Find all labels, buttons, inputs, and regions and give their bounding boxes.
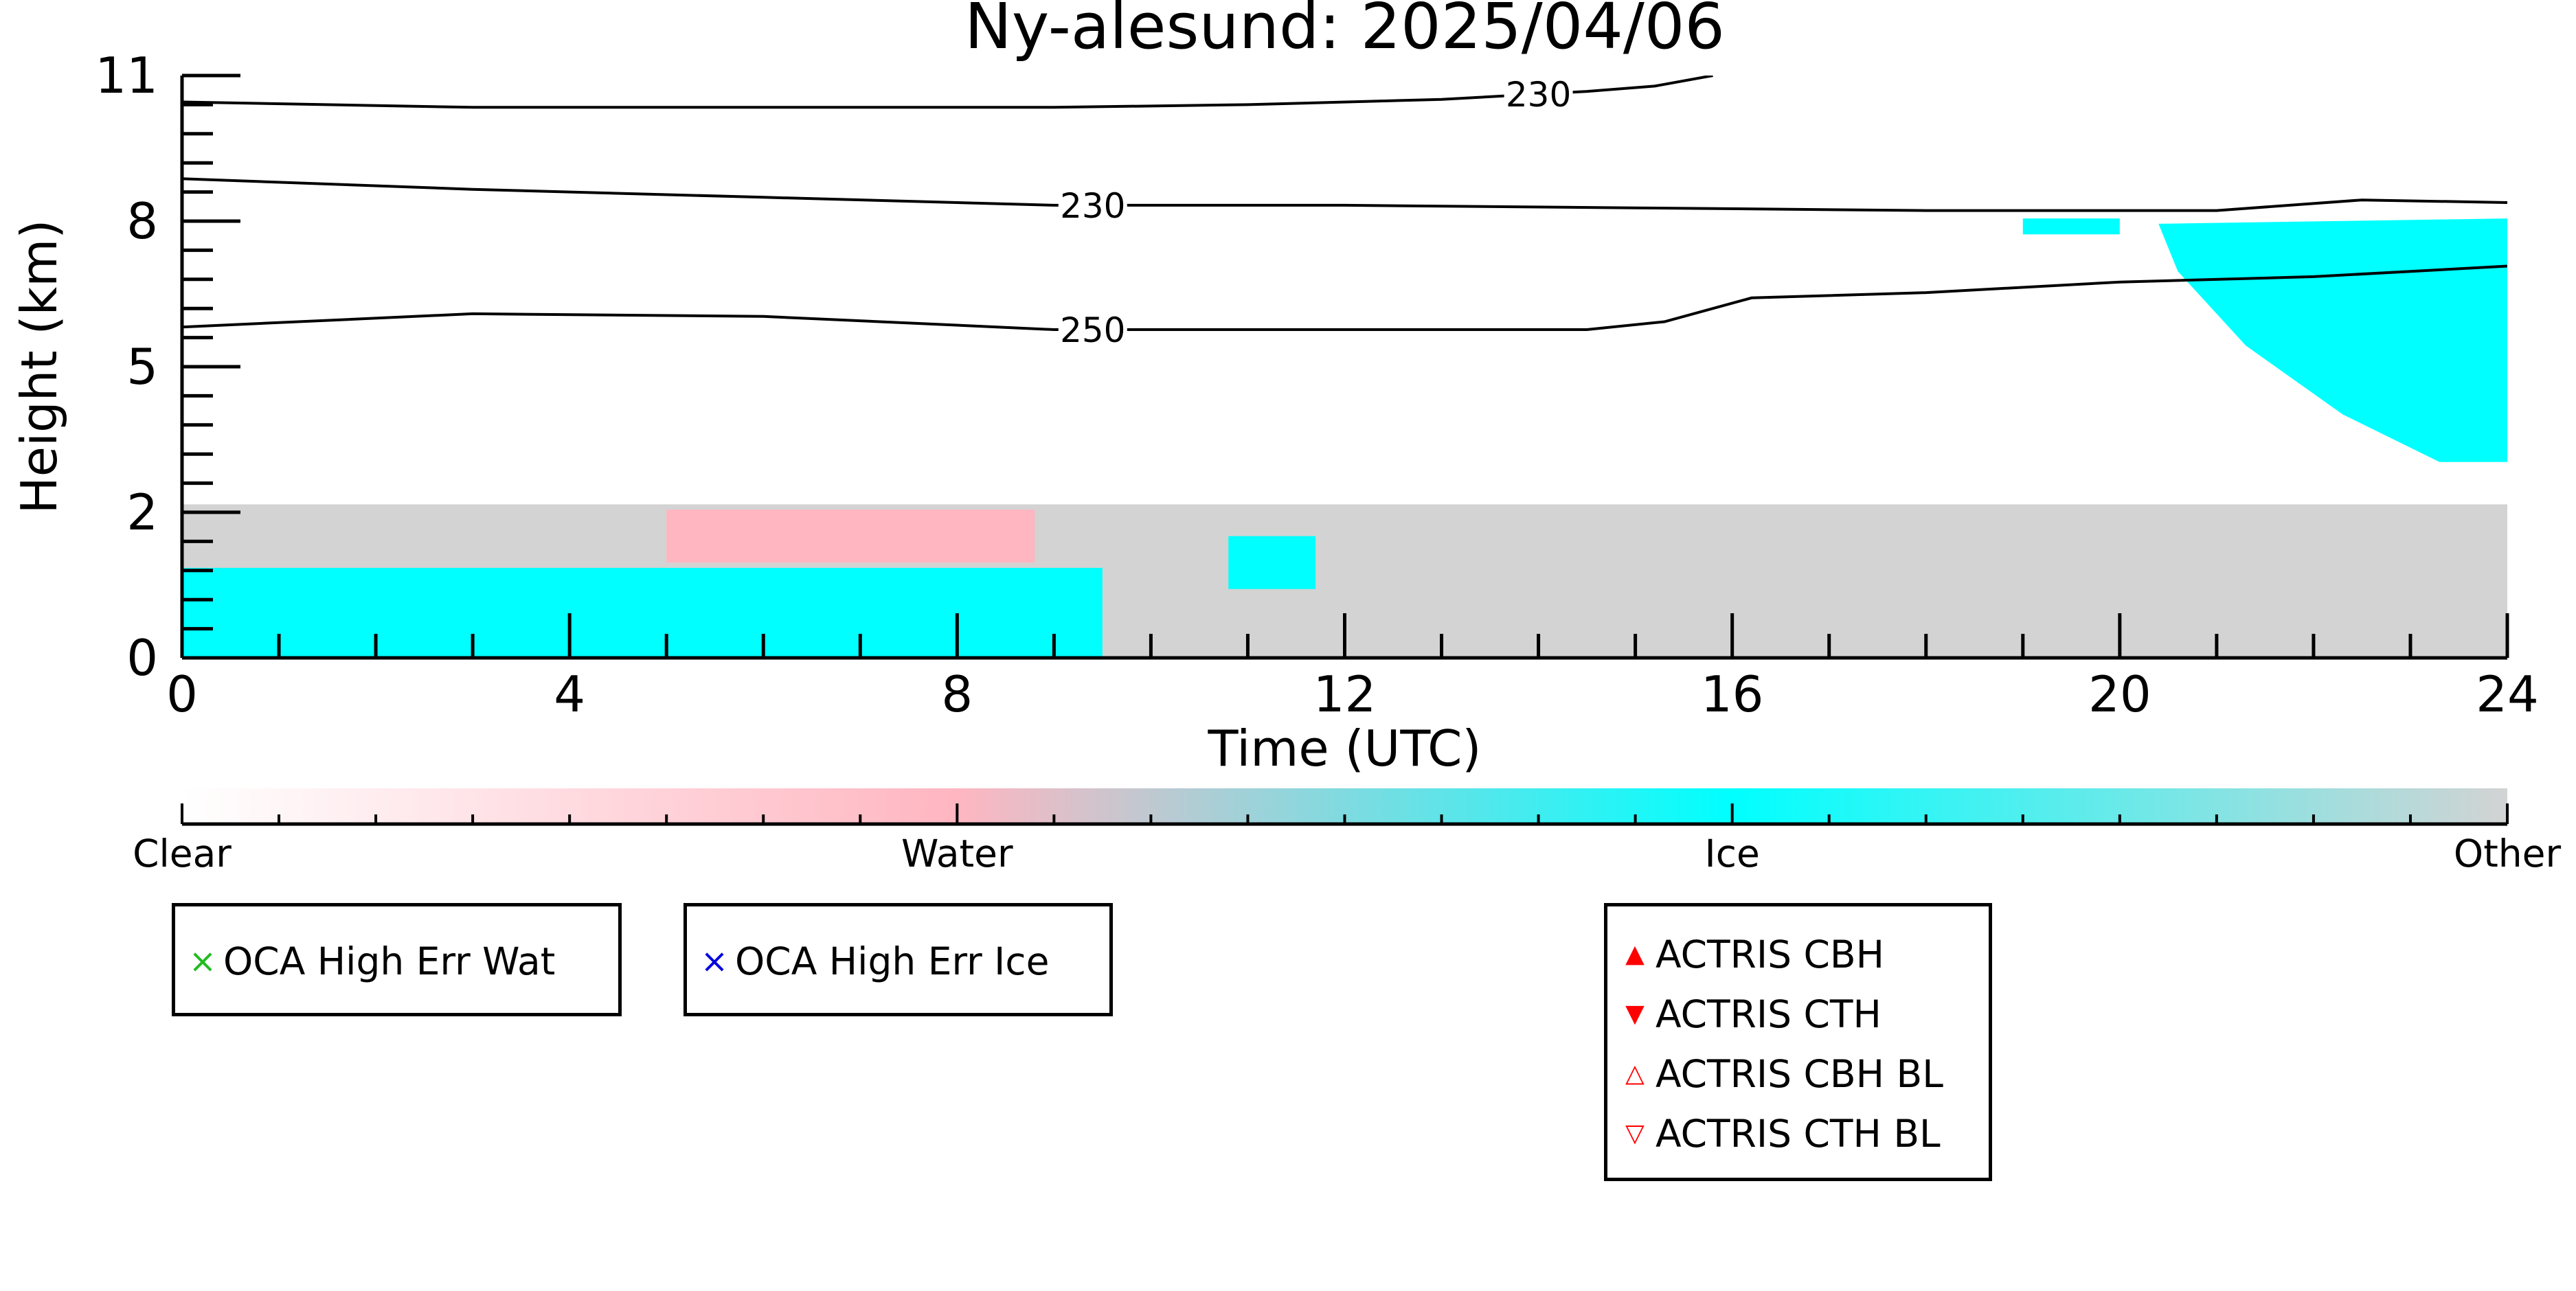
- legend-label: ACTRIS CBH BL: [1656, 1052, 1943, 1096]
- contour-label-bg: [1058, 310, 1127, 350]
- x-tick-label: 8: [941, 665, 973, 723]
- region-water: [666, 510, 1035, 563]
- region-ice: [1228, 536, 1316, 589]
- y-tick-label: 2: [126, 483, 158, 541]
- colorbar-label: Ice: [1705, 832, 1760, 876]
- blue-cross-icon: ×: [700, 942, 729, 981]
- region-ice: [2022, 218, 2120, 235]
- green-cross-icon: ×: [188, 942, 217, 981]
- x-tick-label: 0: [166, 665, 198, 723]
- x-axis-label: Time (UTC): [1207, 720, 1481, 777]
- contour-label-bg: [1058, 185, 1127, 225]
- contour-label-bg: [1504, 76, 1573, 113]
- filled-up-triangle-icon: ▲: [1625, 940, 1645, 968]
- y-tick-label: 8: [126, 192, 158, 250]
- legend-entry: ▼ ACTRIS CTH: [1614, 987, 1882, 1042]
- region-ice: [2158, 218, 2507, 462]
- legend-label: ACTRIS CTH: [1656, 992, 1882, 1036]
- legend-entry: × OCA High Err Ice: [694, 934, 1050, 989]
- plot-area: 250 230 230: [182, 75, 2507, 658]
- contour-label: 250: [1060, 310, 1125, 350]
- x-tick-label: 24: [2476, 665, 2539, 723]
- hollow-down-triangle-icon: ▽: [1625, 1119, 1645, 1147]
- region-ice: [182, 567, 1103, 658]
- legend-entry: ▲ ACTRIS CBH: [1614, 927, 1884, 982]
- legend-oca-water: × OCA High Err Wat: [172, 903, 622, 1016]
- hollow-up-triangle-icon: △: [1625, 1060, 1645, 1088]
- y-tick-label: 5: [126, 338, 158, 396]
- y-axis-label: Height (km): [10, 220, 68, 514]
- legend-actris: ▲ ACTRIS CBH ▼ ACTRIS CTH △ ACTRIS CBH B…: [1604, 903, 1992, 1181]
- temperature-contour: [182, 76, 1713, 109]
- y-tick-label: 11: [95, 47, 158, 104]
- legend-label: ACTRIS CBH: [1656, 933, 1884, 976]
- legend-oca-ice: × OCA High Err Ice: [683, 903, 1113, 1016]
- contour-label: 230: [1506, 75, 1571, 115]
- temperature-contour: [182, 264, 2507, 331]
- x-tick-label: 12: [1313, 665, 1377, 723]
- contour-label: 230: [1060, 186, 1125, 226]
- temperature-contour: [182, 177, 2507, 212]
- x-tick-label: 16: [1701, 665, 1764, 723]
- x-tick-label: 20: [2088, 665, 2151, 723]
- filled-down-triangle-icon: ▼: [1625, 1000, 1645, 1028]
- x-tick-label: 4: [554, 665, 585, 723]
- legend-label: OCA High Err Wat: [223, 939, 556, 983]
- legend-entry: ▽ ACTRIS CTH BL: [1614, 1106, 1941, 1161]
- legend-label: OCA High Err Ice: [735, 939, 1050, 983]
- y-tick-label: 0: [126, 629, 158, 687]
- legend-entry: △ ACTRIS CBH BL: [1614, 1047, 1943, 1101]
- colorbar-label: Clear: [133, 832, 231, 876]
- chart-title: Ny-alesund: 2025/04/06: [964, 0, 1725, 63]
- legend-entry: × OCA High Err Wat: [182, 934, 555, 989]
- legend-label: ACTRIS CTH BL: [1656, 1112, 1941, 1156]
- colorbar-label: Water: [901, 832, 1013, 876]
- colorbar-label: Other: [2454, 832, 2562, 876]
